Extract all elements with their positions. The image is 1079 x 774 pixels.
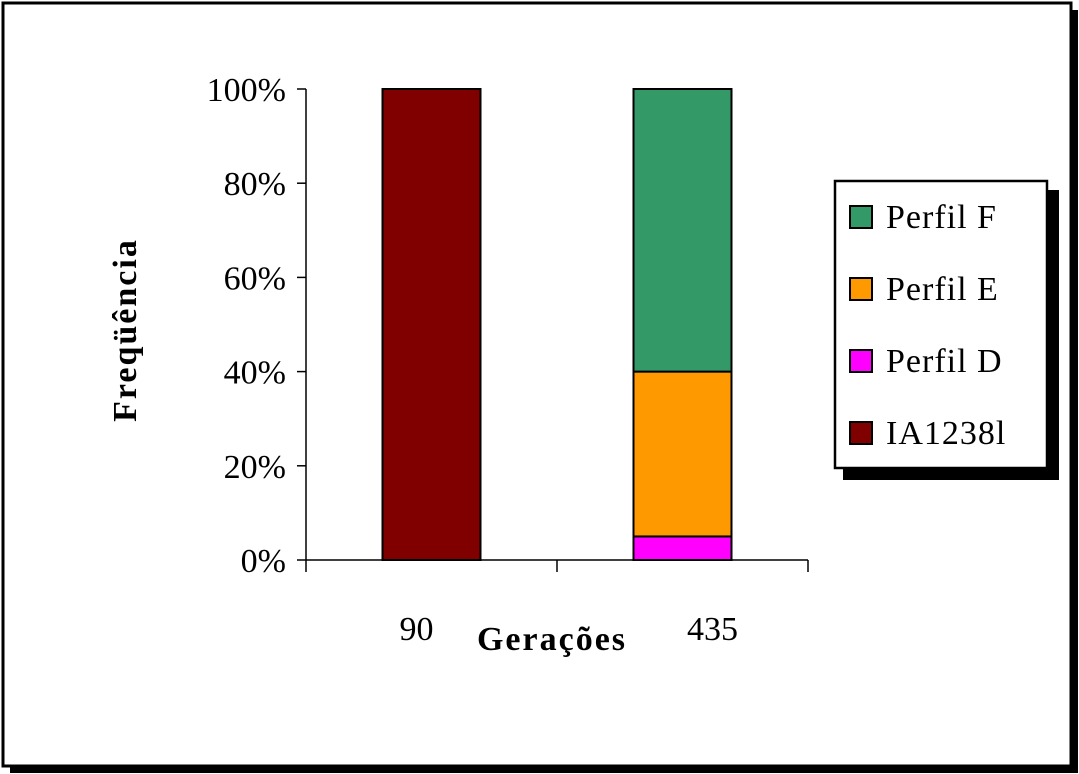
legend-label: Perfil E	[886, 271, 999, 308]
legend-swatch	[849, 277, 873, 301]
legend-label: IA1238l	[886, 415, 1006, 452]
legend-swatch	[849, 205, 873, 229]
legend-swatch	[849, 421, 873, 445]
x-axis-label: Gerações	[477, 621, 627, 658]
plot-area: 0% 20% 40% 60% 80% 100% 90 435	[207, 72, 809, 648]
y-axis-label: Freqüência	[107, 238, 144, 422]
bar-segment	[632, 370, 733, 538]
y-tick-label: 0%	[241, 543, 286, 580]
legend-label: Perfil F	[886, 199, 997, 236]
y-tick-label: 100%	[207, 72, 286, 109]
x-tick-label: 90	[400, 611, 434, 648]
y-tick-label: 60%	[224, 260, 286, 297]
bar-segment	[381, 88, 482, 561]
bar-segment	[632, 535, 733, 562]
x-tick-label: 435	[687, 611, 738, 648]
y-tick-label: 80%	[224, 166, 286, 203]
y-tick-label: 40%	[224, 355, 286, 392]
legend: Perfil F Perfil E Perfil D IA1238l	[849, 199, 1006, 452]
bar-segment	[632, 88, 733, 373]
legend-swatch	[849, 349, 873, 373]
legend-label: Perfil D	[886, 343, 1003, 380]
y-tick-label: 20%	[224, 449, 286, 486]
